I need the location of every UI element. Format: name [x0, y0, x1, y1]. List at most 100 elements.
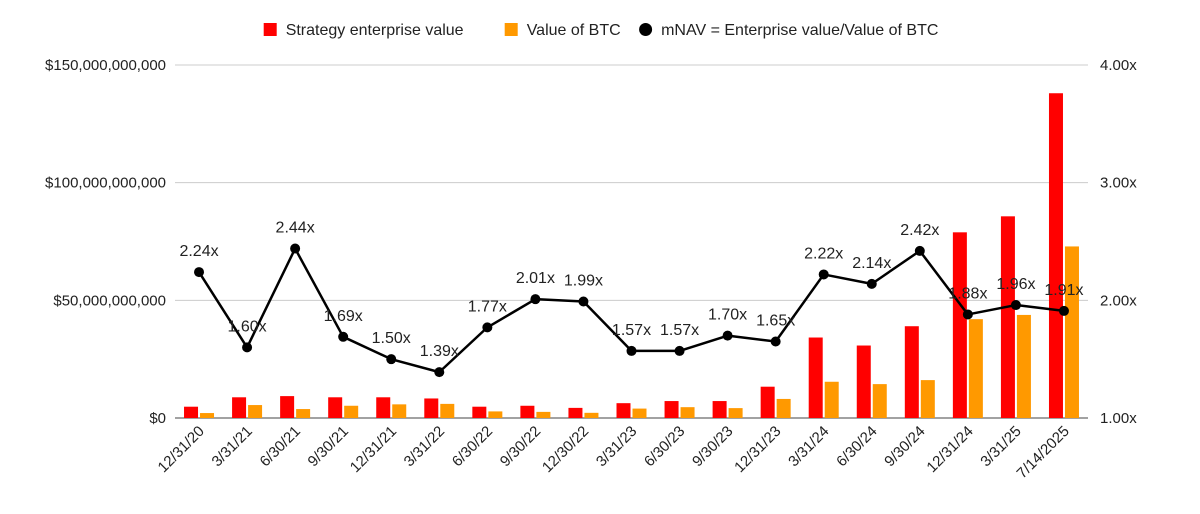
bar-value-of-btc	[1064, 246, 1079, 418]
legend-marker	[639, 23, 653, 36]
bar-enterprise-value	[760, 386, 775, 418]
y-axis-left: $0 $50,000,000,000 $100,000,000,000 $150,00…	[45, 57, 166, 427]
mnav-point	[962, 309, 973, 320]
mnav-point	[914, 245, 925, 256]
bar-enterprise-value	[568, 407, 583, 418]
x-tick-label: 3/31/25	[977, 423, 1024, 470]
mnav-data-label: 1.99x	[564, 273, 603, 290]
bar-series-group	[184, 93, 1079, 419]
mnav-data-label: 1.57x	[612, 322, 651, 339]
mnav-point	[194, 267, 205, 278]
mnav-data-label: 1.77x	[468, 298, 507, 315]
bar-enterprise-value	[280, 396, 295, 418]
bar-enterprise-value	[616, 403, 631, 418]
mnav-point	[1058, 305, 1069, 316]
bar-value-of-btc	[536, 411, 551, 418]
mnav-point	[818, 269, 829, 280]
x-tick-label: 7/14/2025	[1014, 423, 1073, 482]
x-tick-label: 3/31/21	[208, 423, 255, 470]
bar-value-of-btc	[728, 408, 743, 418]
mnav-point	[770, 336, 781, 347]
y-right-tick-label: 1.00x	[1100, 410, 1137, 427]
bar-value-of-btc	[920, 380, 935, 418]
x-tick-label: 6/30/23	[641, 423, 688, 470]
bar-enterprise-value	[520, 405, 535, 418]
bar-enterprise-value	[184, 406, 199, 418]
x-tick-label: 12/31/24	[923, 423, 976, 476]
mnav-data-label: 1.65x	[756, 313, 795, 330]
bar-enterprise-value	[952, 232, 967, 418]
legend-swatch	[263, 23, 277, 36]
bar-enterprise-value	[856, 345, 871, 418]
bar-enterprise-value	[904, 326, 919, 418]
bar-value-of-btc	[824, 381, 839, 418]
legend-swatch	[504, 23, 518, 36]
mnav-data-label: 1.60x	[228, 318, 267, 335]
x-tick-label: 9/30/22	[497, 423, 544, 470]
mnav-data-label: 1.50x	[372, 330, 411, 347]
mnav-data-label: 2.44x	[276, 220, 315, 237]
y-right-tick-label: 3.00x	[1100, 175, 1137, 192]
mnav-point	[290, 243, 301, 254]
x-tick-label: 3/31/24	[785, 423, 832, 470]
bar-enterprise-value	[472, 406, 487, 418]
bar-enterprise-value	[664, 401, 679, 418]
y-right-tick-label: 4.00x	[1100, 57, 1137, 74]
bar-value-of-btc	[680, 407, 695, 418]
mnav-line-series: 2.24x 1.60x 2.44x 1.69x 1.50x 1.39x 1.77x 2.01x…	[179, 220, 1084, 378]
y-left-tick-label: $50,000,000,000	[53, 292, 166, 309]
bar-enterprise-value	[1000, 216, 1015, 418]
mnav-point	[1010, 300, 1021, 311]
y-left-tick-label: $150,000,000,000	[45, 57, 166, 74]
bar-value-of-btc	[968, 319, 983, 418]
x-tick-label: 9/30/21	[305, 423, 352, 470]
mnav-point	[578, 296, 589, 307]
mnav-point	[242, 342, 253, 353]
y-left-tick-label: $0	[149, 410, 166, 427]
bar-enterprise-value	[424, 398, 439, 418]
y-right-tick-label: 2.00x	[1100, 292, 1137, 309]
mnav-point	[626, 345, 637, 356]
mnav-point	[434, 367, 445, 378]
mnav-point	[674, 345, 685, 356]
legend-label: mNAV = Enterprise value/Value of BTC	[661, 22, 938, 39]
bar-enterprise-value	[328, 397, 343, 418]
bar-enterprise-value	[376, 397, 391, 418]
mnav-point	[722, 330, 733, 341]
x-tick-label: 12/31/21	[347, 423, 400, 476]
bar-value-of-btc	[584, 412, 599, 418]
y-left-tick-label: $100,000,000,000	[45, 175, 166, 192]
x-tick-label: 6/30/21	[257, 423, 304, 470]
mnav-data-label: 1.70x	[708, 307, 747, 324]
x-tick-label: 12/31/20	[155, 423, 208, 476]
bar-value-of-btc	[344, 405, 359, 418]
x-tick-label: 6/30/22	[449, 423, 496, 470]
gridlines	[175, 64, 1088, 419]
y-axis-right: 1.00x 2.00x 3.00x 4.00x	[1100, 57, 1137, 427]
mnav-point	[338, 331, 349, 342]
mnav-point	[482, 322, 493, 333]
bar-value-of-btc	[488, 411, 503, 418]
mnav-data-label: 1.39x	[420, 343, 459, 360]
bar-value-of-btc	[200, 413, 215, 418]
mnav-data-label: 1.96x	[996, 276, 1035, 293]
bar-value-of-btc	[872, 384, 887, 418]
legend-label: Strategy enterprise value	[286, 22, 464, 39]
bar-value-of-btc	[632, 408, 647, 418]
x-tick-label: 3/31/22	[401, 423, 448, 470]
mnav-point	[386, 354, 397, 365]
bar-value-of-btc	[1016, 314, 1031, 418]
mnav-data-label: 2.24x	[179, 243, 218, 260]
mnav-data-label: 2.14x	[852, 255, 891, 272]
bar-value-of-btc	[296, 409, 311, 418]
bar-value-of-btc	[248, 405, 263, 418]
bar-enterprise-value	[232, 397, 247, 418]
mnav-data-label: 2.01x	[516, 270, 555, 287]
mnav-data-label: 1.57x	[660, 322, 699, 339]
x-tick-label: 9/30/24	[881, 423, 928, 470]
legend-label: Value of BTC	[527, 22, 621, 39]
mnav-point	[866, 278, 877, 289]
